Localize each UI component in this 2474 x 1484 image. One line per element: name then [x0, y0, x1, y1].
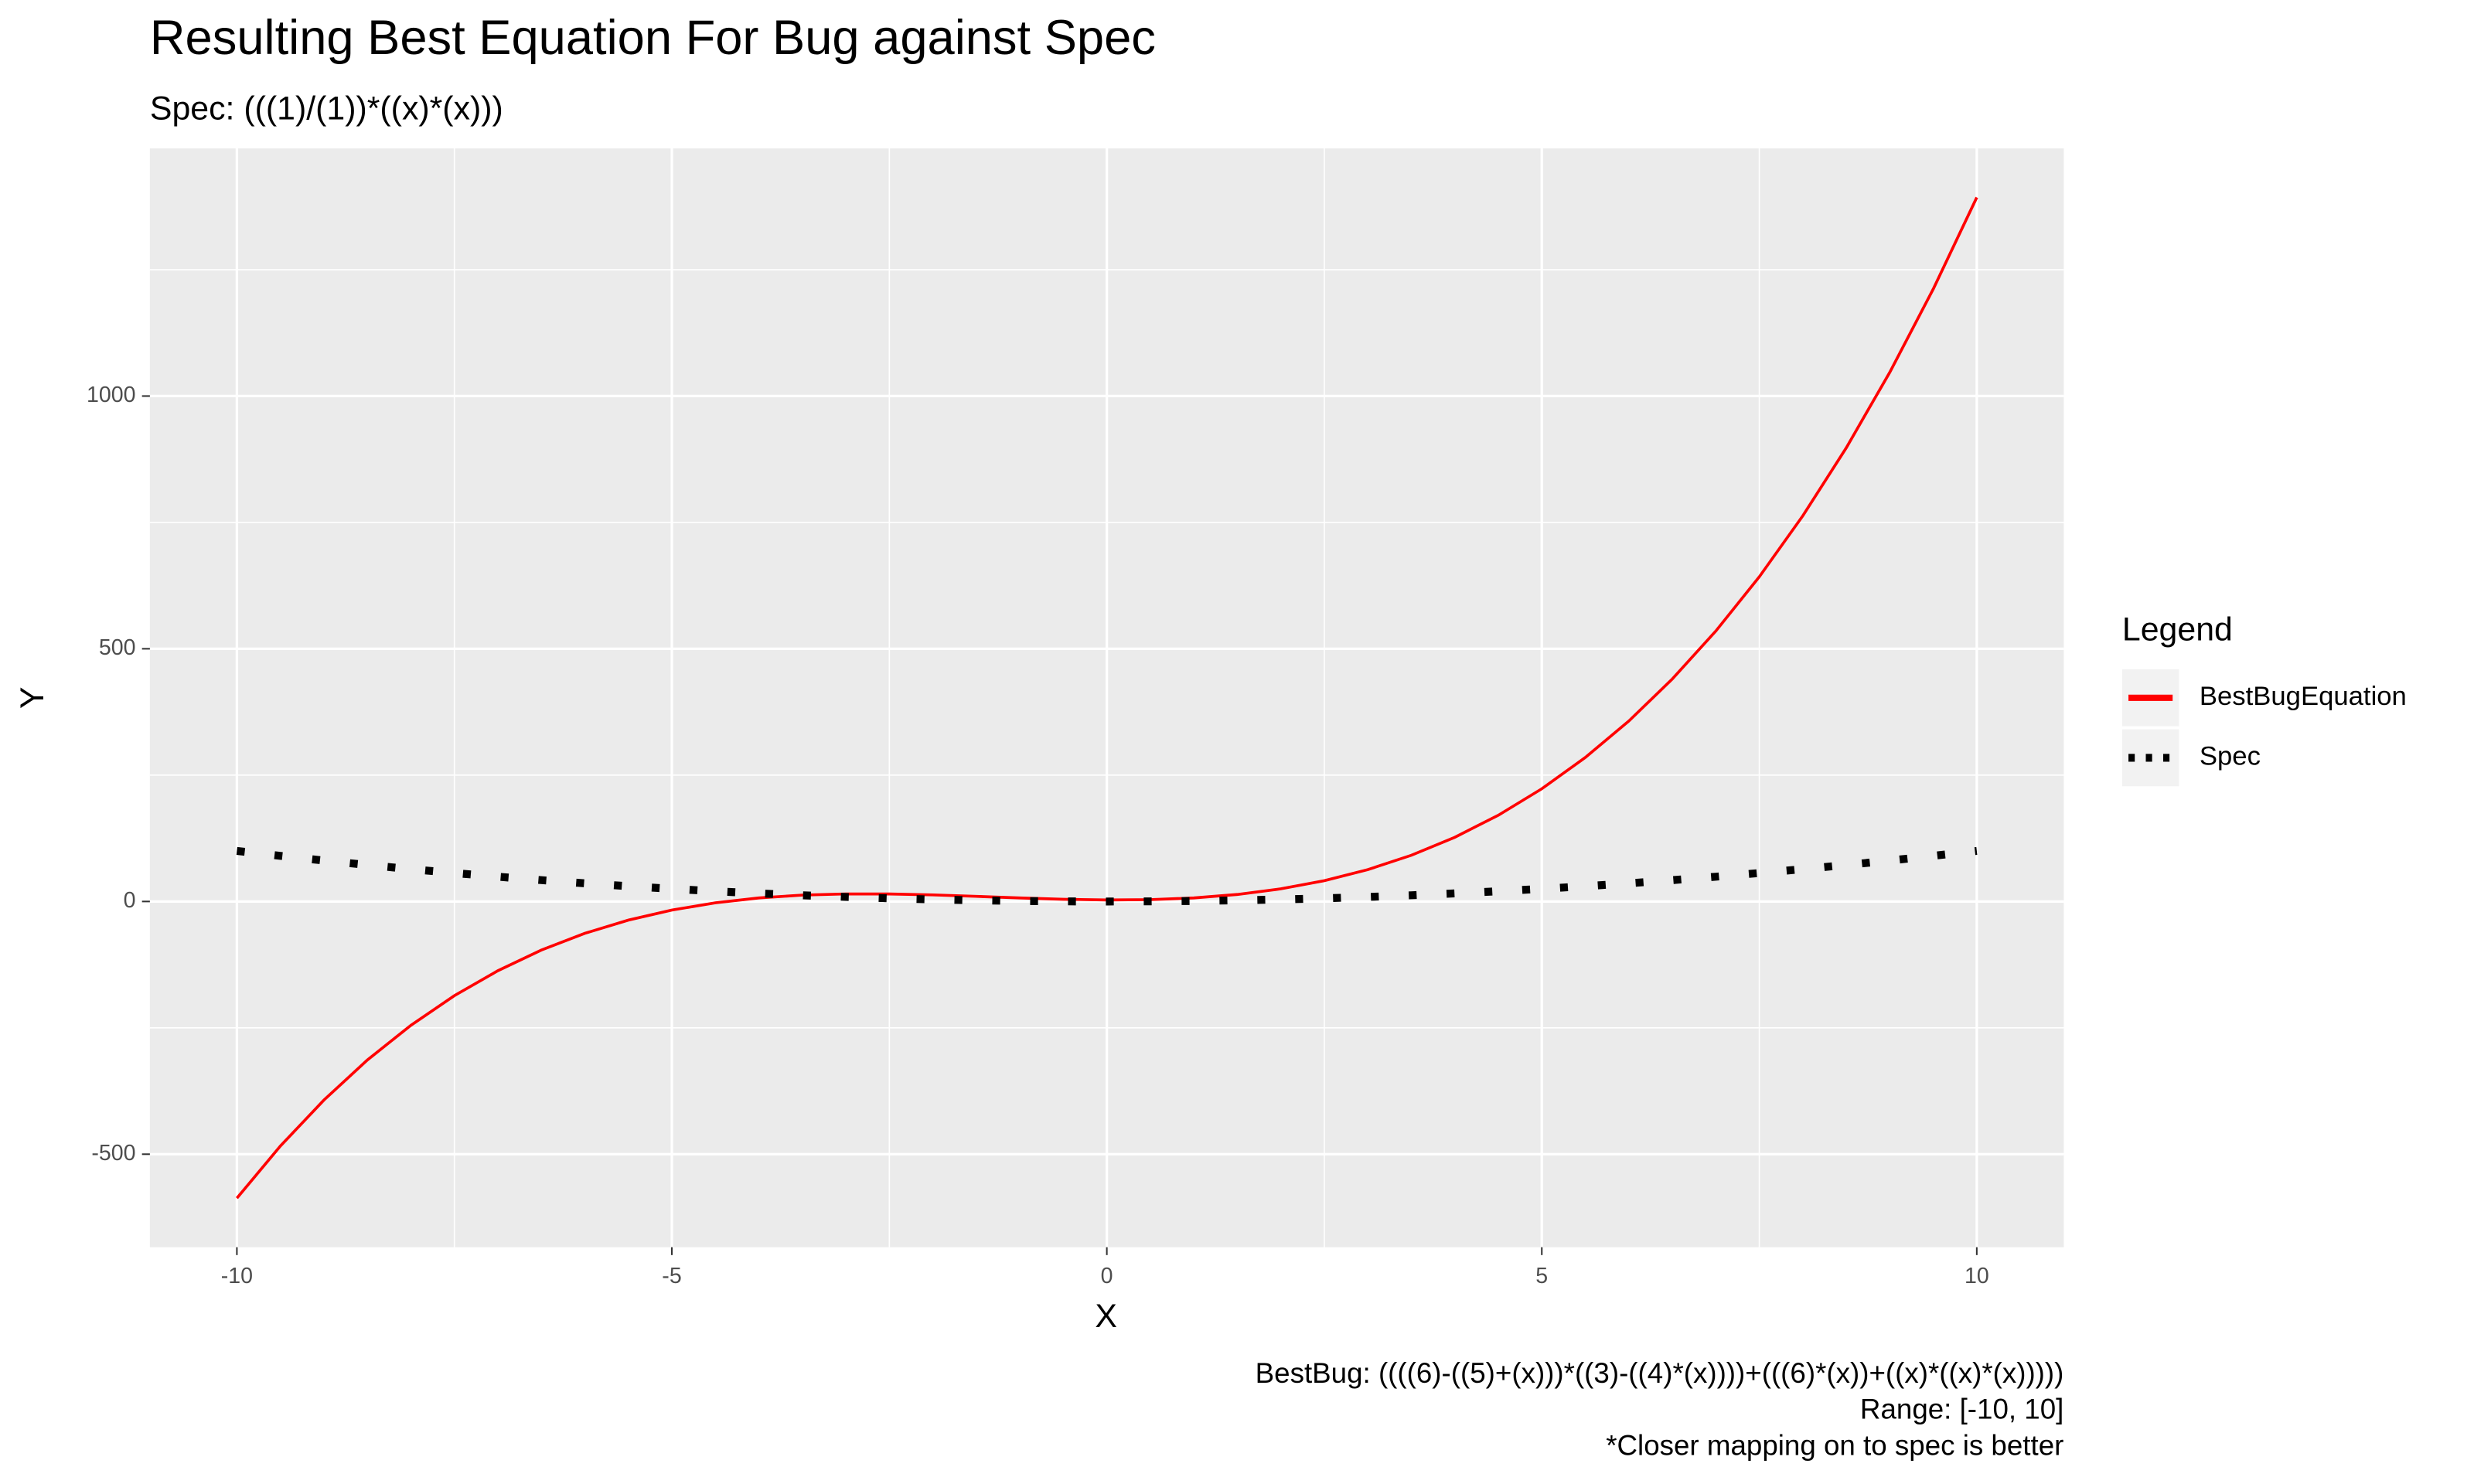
legend-title: Legend [2122, 611, 2233, 648]
x-tick-label: -5 [662, 1264, 681, 1288]
caption: *Closer mapping on to spec is better [1606, 1430, 2063, 1462]
x-axis-label: X [1095, 1298, 1117, 1335]
caption: BestBug: ((((6)-((5)+(x)))*((3)-((4)*(x)… [1256, 1357, 2064, 1389]
x-tick-label: 10 [1965, 1264, 1989, 1288]
y-tick-label: 500 [99, 635, 136, 660]
legend-label: BestBugEquation [2200, 682, 2407, 711]
y-tick-label: 1000 [87, 383, 136, 407]
chart-subtitle: Spec: (((1)/(1))*((x)*(x))) [150, 90, 503, 127]
caption: Range: [-10, 10] [1860, 1394, 2063, 1425]
x-tick-label: 0 [1101, 1264, 1113, 1288]
y-axis-label: Y [14, 687, 51, 710]
legend-label: Spec [2200, 742, 2261, 771]
x-tick-label: -10 [221, 1264, 253, 1288]
chart-title: Resulting Best Equation For Bug against … [150, 11, 1156, 65]
y-tick-label: -500 [91, 1141, 135, 1166]
data-line [236, 846, 1978, 906]
x-tick-label: 5 [1535, 1264, 1548, 1288]
y-tick-label: 0 [124, 888, 136, 913]
